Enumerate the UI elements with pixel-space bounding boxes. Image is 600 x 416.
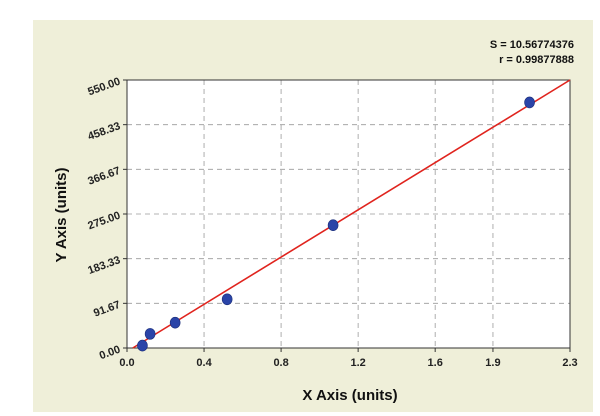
fit-line <box>132 79 571 349</box>
x-tick-label: 2.3 <box>562 357 577 369</box>
data-point <box>221 293 233 306</box>
y-axis-title: Y Axis (units) <box>53 167 70 262</box>
data-point <box>327 219 339 232</box>
data-point <box>137 339 148 352</box>
x-axis-title: X Axis (units) <box>302 387 397 404</box>
data-point <box>144 328 156 340</box>
data-point <box>524 96 535 109</box>
x-tick-label: 1.9 <box>485 357 500 369</box>
stat-s-text: S = 10.56774376 <box>490 39 574 51</box>
data-points <box>137 96 535 352</box>
x-tick-labels: 0.0 0.4 0.8 1.2 1.6 1.9 2.3 <box>119 357 577 369</box>
x-tick-label: 1.2 <box>350 357 365 369</box>
data-point <box>169 316 181 329</box>
stat-r-text: r = 0.99877888 <box>499 54 574 66</box>
plot-axes <box>123 79 571 352</box>
x-tick-label: 0.4 <box>196 357 212 369</box>
x-tick-label: 0.8 <box>273 357 288 369</box>
x-tick-label: 0.0 <box>119 357 134 369</box>
x-tick-label: 1.6 <box>428 357 443 369</box>
